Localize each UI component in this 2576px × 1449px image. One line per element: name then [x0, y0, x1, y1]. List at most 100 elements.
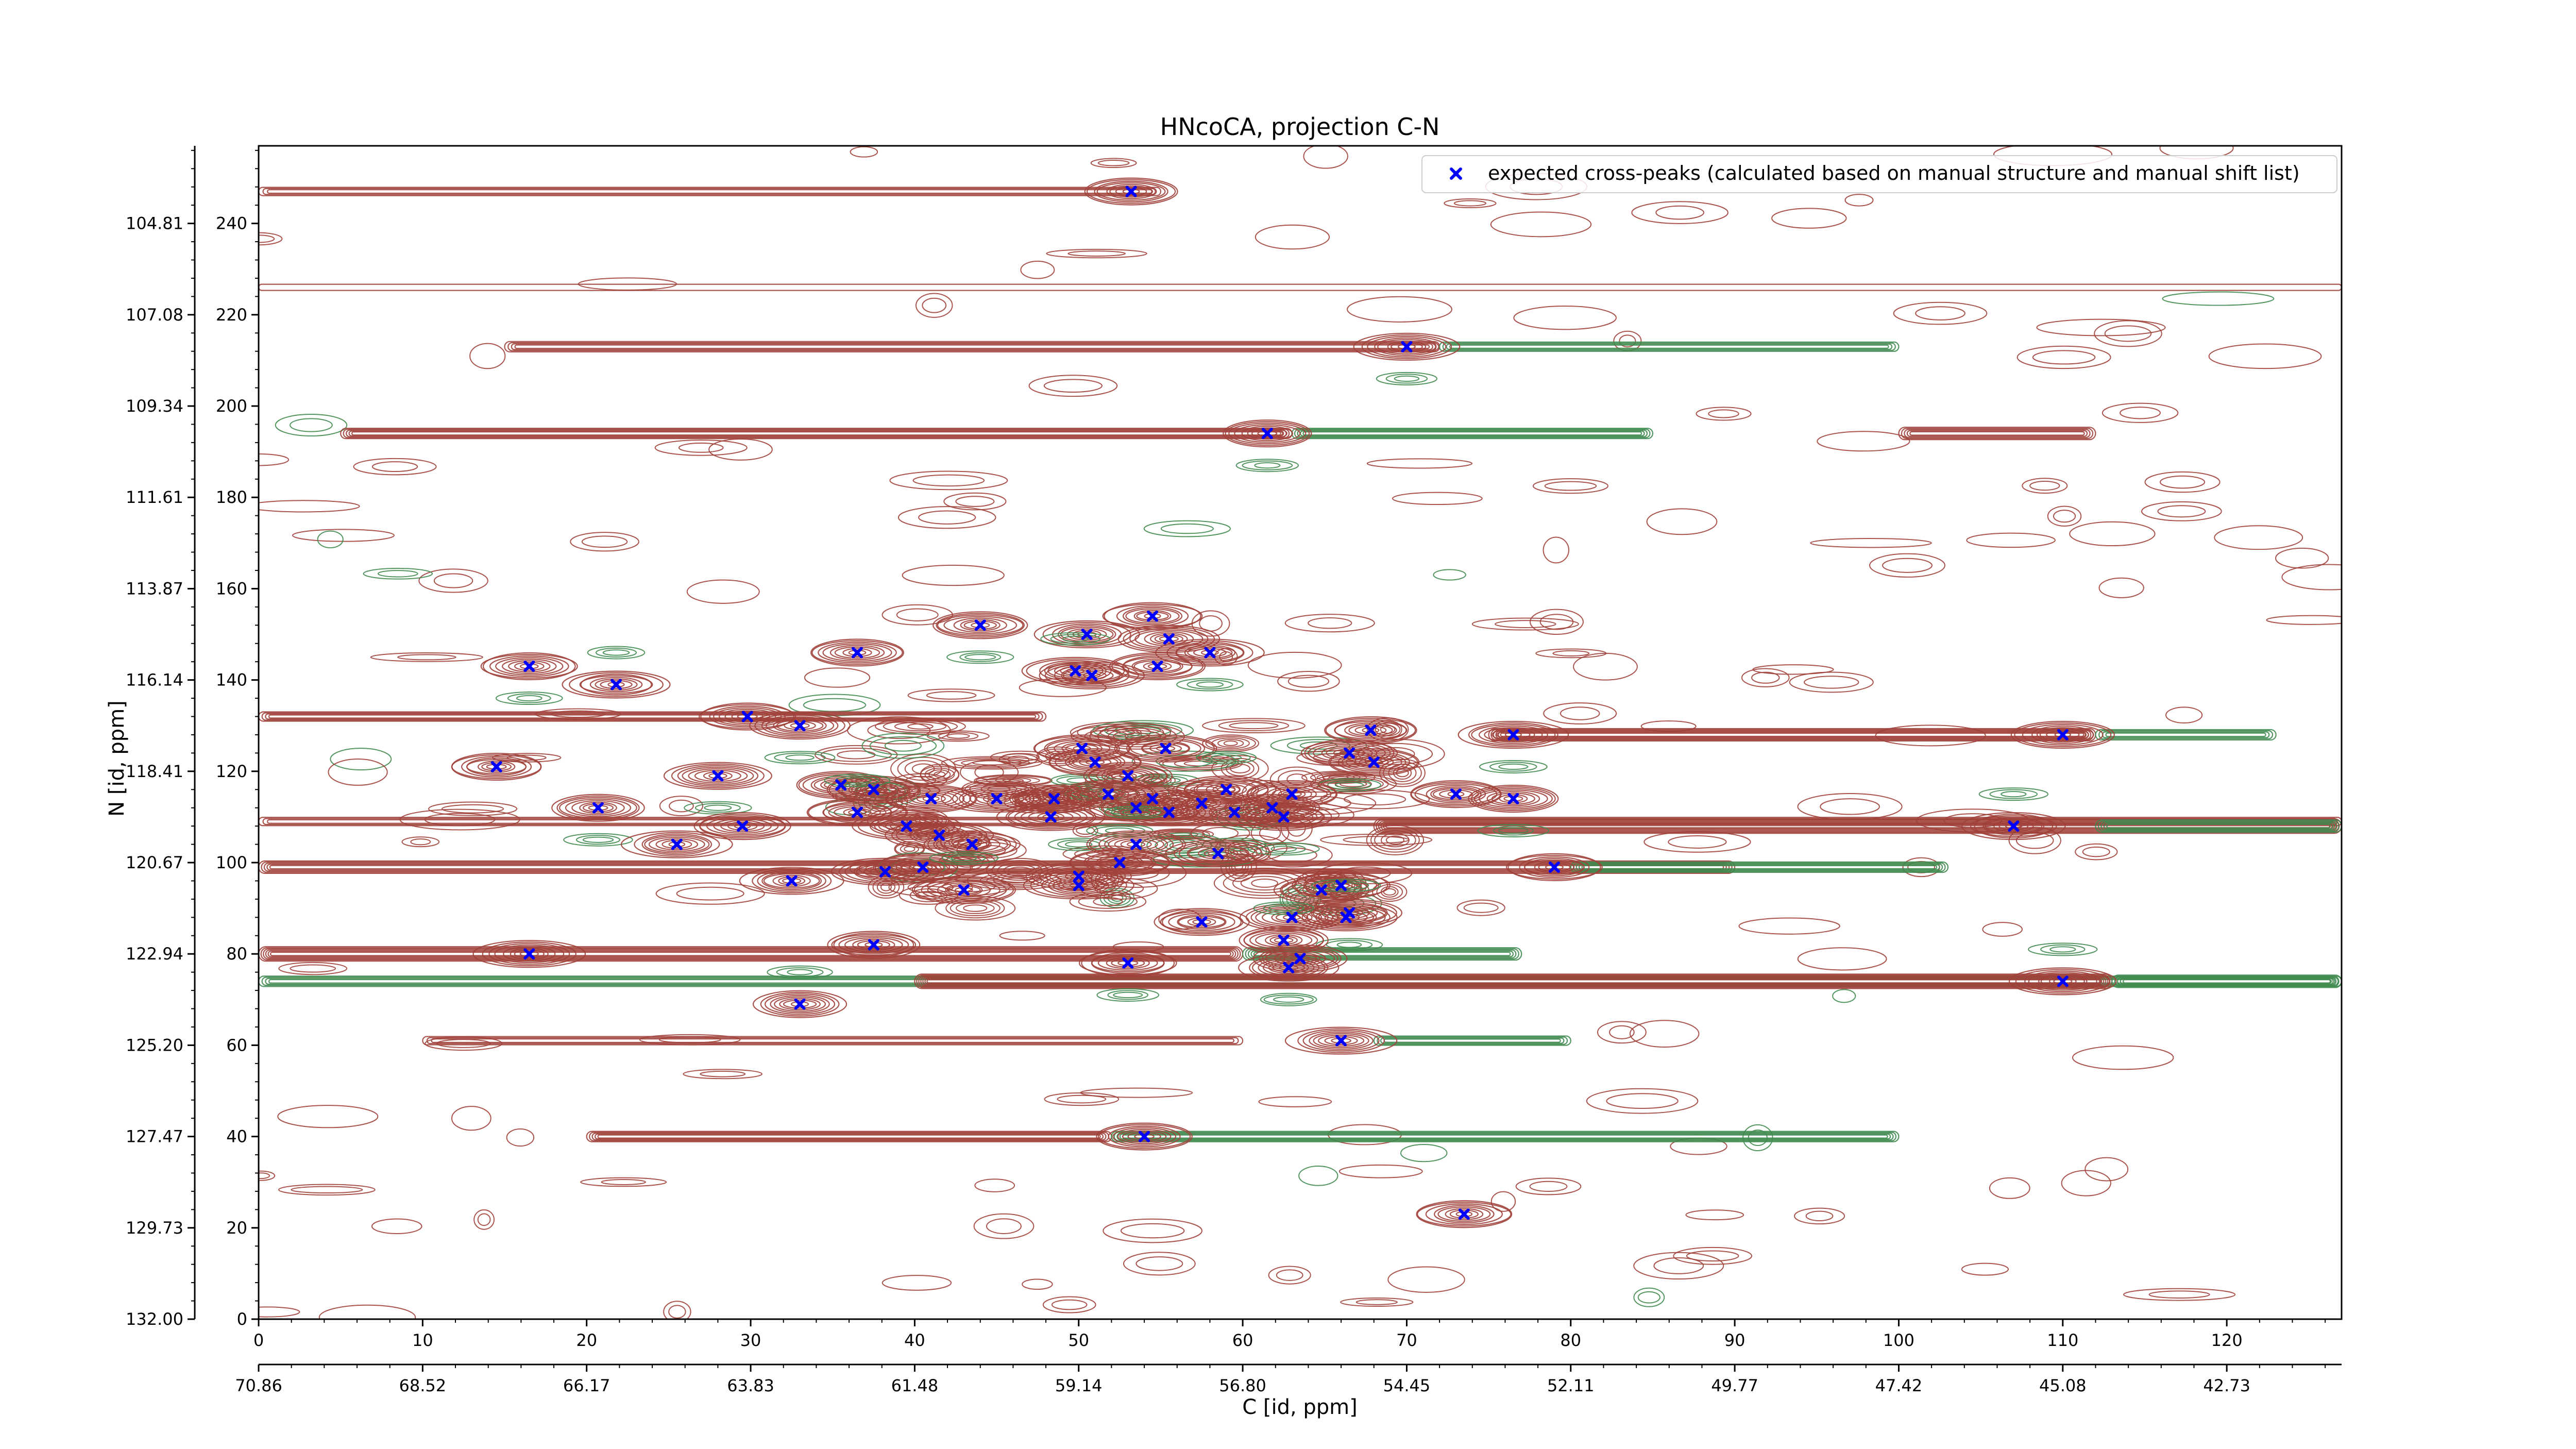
noise-contour	[1771, 208, 1847, 229]
noise-contour	[259, 1170, 276, 1181]
noise-contour	[1123, 1252, 1196, 1276]
y-ppm-tick-label: 113.87	[126, 579, 183, 598]
cross-peak-marker	[1070, 665, 1081, 677]
cross-peak-marker	[1286, 788, 1298, 800]
x-ppm-tick-label: 47.42	[1875, 1376, 1923, 1395]
peak-contour-negative	[1477, 823, 1550, 837]
noise-contour	[663, 1301, 691, 1319]
noise-contour	[1696, 407, 1752, 421]
noise-contour	[259, 1306, 300, 1318]
cross-peak-marker	[991, 793, 1003, 804]
noise-contour	[363, 567, 433, 580]
noise-contour	[1277, 670, 1340, 692]
cross-peak-marker	[1315, 884, 1327, 896]
cross-peak-marker	[1130, 802, 1142, 814]
x-ppm-tick-label: 49.77	[1711, 1376, 1758, 1395]
noise-contour	[2208, 343, 2322, 369]
contour-streak	[1242, 947, 1522, 961]
y-index-tick-label: 180	[216, 487, 247, 507]
axes: 0 10 20 30 40 50 60 70 80 90 100 110 120 70.86 68.52 66…	[126, 146, 2342, 1395]
peak-contour-negative	[1479, 760, 1548, 773]
y-ppm-tick-label: 118.41	[126, 762, 183, 781]
peak-contour	[1961, 812, 2066, 840]
noise-contour	[1046, 248, 1147, 259]
noise-contour	[259, 500, 360, 513]
cross-peak-marker	[1048, 793, 1060, 804]
cross-peak-marker	[1073, 870, 1084, 882]
noise-contour	[654, 439, 748, 456]
peak-contour	[806, 798, 908, 827]
noise-contour	[370, 652, 483, 662]
noise-contour	[1340, 1297, 1414, 1307]
noise-contour	[2281, 564, 2342, 591]
cross-peak-marker	[1335, 880, 1347, 891]
noise-contour	[1633, 1287, 1665, 1307]
cross-peak-marker	[1365, 724, 1377, 736]
cross-peak-marker	[879, 866, 891, 878]
x-ppm-tick-label: 63.83	[727, 1376, 774, 1395]
noise-contour	[1400, 1143, 1448, 1162]
peak-contour	[1154, 908, 1250, 936]
cross-peak-marker	[1221, 784, 1232, 796]
noise-contour	[1810, 538, 1932, 548]
peak-contour	[1096, 1122, 1193, 1151]
noise-contour	[580, 1177, 667, 1187]
x-ppm-tick-label: 52.11	[1547, 1376, 1595, 1395]
cross-peak-marker	[1450, 788, 1462, 800]
peak-contour	[663, 762, 772, 790]
x-ppm-tick-label: 66.17	[563, 1376, 611, 1395]
peak-contour	[1223, 419, 1312, 448]
x-axis-label: C [id, ppm]	[1242, 1395, 1358, 1419]
contour-streak	[422, 1036, 1244, 1046]
noise-contour	[655, 882, 765, 905]
peak-contour-negative	[1176, 678, 1244, 692]
y-ppm-tick-label: 127.47	[126, 1127, 183, 1147]
peak-contour	[1324, 716, 1417, 745]
noise-contour	[1042, 1296, 1096, 1313]
cluster-contour	[1202, 718, 1306, 734]
contour-streak	[1898, 427, 2096, 441]
x-index-tick-label: 60	[1232, 1330, 1253, 1350]
noise-contour	[1817, 431, 1910, 452]
contour-streak	[1570, 861, 1949, 873]
peak-contour-negative	[2028, 942, 2098, 956]
noise-contour	[1741, 668, 1790, 687]
noise-contour	[1673, 1246, 1753, 1265]
cross-peak-marker	[1163, 806, 1175, 818]
cross-peak-marker	[1286, 912, 1298, 923]
noise-contour	[473, 1209, 495, 1230]
noise-contour	[999, 931, 1045, 941]
peak-contour-negative	[929, 851, 999, 865]
cross-peak-marker	[1146, 610, 1158, 622]
contour-streak	[586, 1131, 1112, 1142]
noise-contour	[2275, 547, 2329, 569]
noise-contour	[328, 758, 388, 786]
noise-contour	[451, 1106, 492, 1131]
cross-peak-marker	[490, 761, 502, 772]
noise-contour	[1789, 671, 1874, 693]
y-index-tick-label: 20	[226, 1218, 247, 1238]
peak-contour	[885, 784, 977, 813]
cross-peak-marker	[1151, 661, 1163, 672]
y-index-tick-label: 160	[216, 579, 247, 598]
noise-contour	[371, 1218, 422, 1234]
noise-contour	[418, 568, 488, 593]
cross-peak-marker	[1204, 647, 1216, 659]
peak-contour-negative	[587, 646, 646, 660]
noise-contour	[1875, 724, 1986, 747]
peak-contour	[1238, 953, 1340, 982]
noise-contour	[1258, 1096, 1332, 1107]
peak-contour	[1114, 734, 1217, 763]
contour-streak	[914, 973, 2113, 989]
contour-streak	[2111, 974, 2342, 988]
cross-peak-marker	[1401, 341, 1413, 352]
cross-peak-marker	[1548, 861, 1560, 873]
noise-contour	[1090, 158, 1137, 169]
cross-peak-marker	[1458, 1208, 1470, 1220]
noise-contour	[1586, 1088, 1699, 1114]
cross-peak-marker	[901, 820, 912, 832]
noise-contour	[330, 748, 392, 771]
noise-contour	[902, 564, 1005, 586]
noise-contour	[1255, 224, 1330, 250]
cluster-contour	[920, 764, 960, 785]
